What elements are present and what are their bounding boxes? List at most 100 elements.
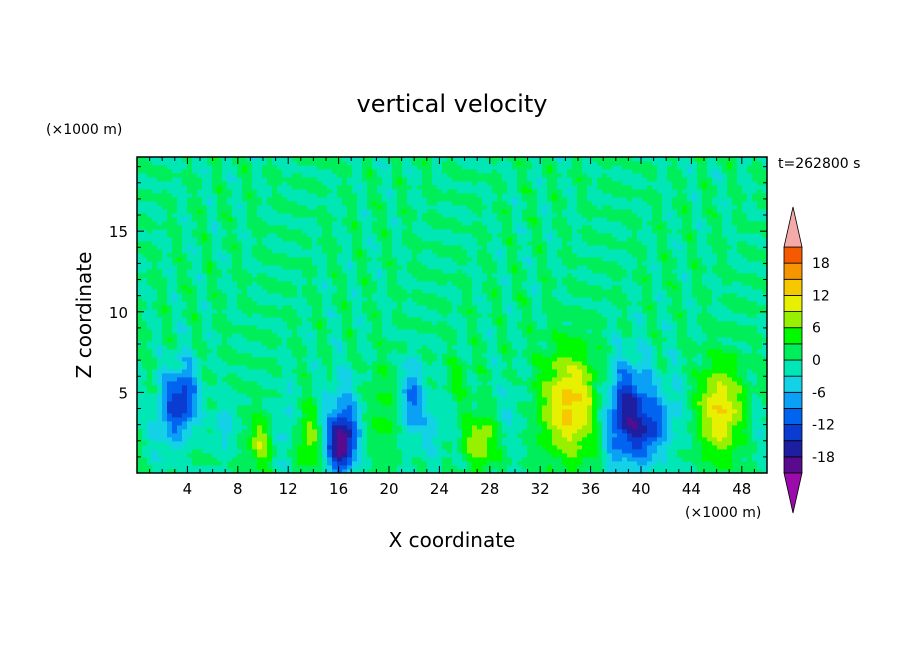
field-cell xyxy=(352,273,358,278)
field-cell xyxy=(317,285,323,290)
field-cell xyxy=(392,317,398,322)
field-cell xyxy=(262,209,268,214)
field-cell xyxy=(152,365,158,370)
field-cell xyxy=(242,389,248,394)
field-cell xyxy=(152,189,158,194)
field-cell xyxy=(357,357,363,362)
field-cell xyxy=(352,297,358,302)
field-cell xyxy=(217,193,223,198)
field-cell xyxy=(267,269,273,274)
field-cell xyxy=(422,317,428,322)
field-cell xyxy=(442,461,448,466)
field-cell xyxy=(367,165,373,170)
field-cell xyxy=(247,213,253,218)
field-cell xyxy=(312,189,318,194)
field-cell xyxy=(217,381,223,386)
field-cell xyxy=(142,389,148,394)
field-cell xyxy=(392,249,398,254)
field-cell xyxy=(432,301,438,306)
field-cell xyxy=(227,157,233,162)
field-cell xyxy=(422,397,428,402)
field-cell xyxy=(422,217,428,222)
field-cell xyxy=(442,317,448,322)
field-cell xyxy=(447,369,453,374)
field-cell xyxy=(242,329,248,334)
field-cell xyxy=(172,185,178,190)
field-cell xyxy=(407,349,413,354)
field-cell xyxy=(362,397,368,402)
field-cell xyxy=(422,261,428,266)
field-cell xyxy=(332,381,338,386)
field-cell xyxy=(137,349,143,354)
field-cell xyxy=(247,173,253,178)
field-cell xyxy=(447,377,453,382)
field-cell xyxy=(182,457,188,462)
field-cell xyxy=(442,301,448,306)
field-cell xyxy=(152,449,158,454)
field-cell xyxy=(377,385,383,390)
field-cell xyxy=(327,293,333,298)
field-cell xyxy=(237,249,243,254)
field-cell xyxy=(307,317,313,322)
field-cell xyxy=(312,389,318,394)
field-cell xyxy=(377,221,383,226)
field-cell xyxy=(367,329,373,334)
field-cell xyxy=(312,193,318,198)
field-cell xyxy=(207,289,213,294)
field-cell xyxy=(422,289,428,294)
field-cell xyxy=(222,433,228,438)
field-cell xyxy=(322,209,328,214)
field-cell xyxy=(192,301,198,306)
field-cell xyxy=(437,365,443,370)
field-cell xyxy=(327,349,333,354)
field-cell xyxy=(447,297,453,302)
field-cell xyxy=(402,389,408,394)
field-cell xyxy=(267,185,273,190)
field-cell xyxy=(147,177,153,182)
field-cell xyxy=(207,393,213,398)
field-cell xyxy=(257,393,263,398)
field-cell xyxy=(207,161,213,166)
field-cell xyxy=(287,253,293,258)
field-cell xyxy=(287,457,293,462)
field-cell xyxy=(287,417,293,422)
field-cell xyxy=(292,245,298,250)
field-cell xyxy=(327,389,333,394)
field-cell xyxy=(222,225,228,230)
field-cell xyxy=(392,285,398,290)
field-cell xyxy=(387,321,393,326)
field-cell xyxy=(387,401,393,406)
field-cell xyxy=(402,225,408,230)
field-cell xyxy=(412,321,418,326)
field-cell xyxy=(297,365,303,370)
field-cell xyxy=(287,257,293,262)
field-cell xyxy=(142,333,148,338)
field-cell xyxy=(422,417,428,422)
field-cell xyxy=(377,241,383,246)
field-cell xyxy=(312,469,318,474)
field-cell xyxy=(447,317,453,322)
field-cell xyxy=(417,249,423,254)
field-cell xyxy=(322,433,328,438)
field-cell xyxy=(432,345,438,350)
field-cell xyxy=(417,257,423,262)
field-cell xyxy=(327,397,333,402)
field-cell xyxy=(372,305,378,310)
field-cell xyxy=(372,229,378,234)
field-cell xyxy=(267,409,273,414)
field-cell xyxy=(137,237,143,242)
field-cell xyxy=(207,205,213,210)
field-cell xyxy=(412,409,418,414)
field-cell xyxy=(252,221,258,226)
field-cell xyxy=(407,257,413,262)
field-cell xyxy=(437,185,443,190)
field-cell xyxy=(302,393,308,398)
field-cell xyxy=(312,321,318,326)
field-cell xyxy=(192,237,198,242)
field-cell xyxy=(417,453,423,458)
field-cell xyxy=(167,405,173,410)
field-cell xyxy=(217,265,223,270)
field-cell xyxy=(332,401,338,406)
field-cell xyxy=(377,289,383,294)
field-cell xyxy=(447,397,453,402)
